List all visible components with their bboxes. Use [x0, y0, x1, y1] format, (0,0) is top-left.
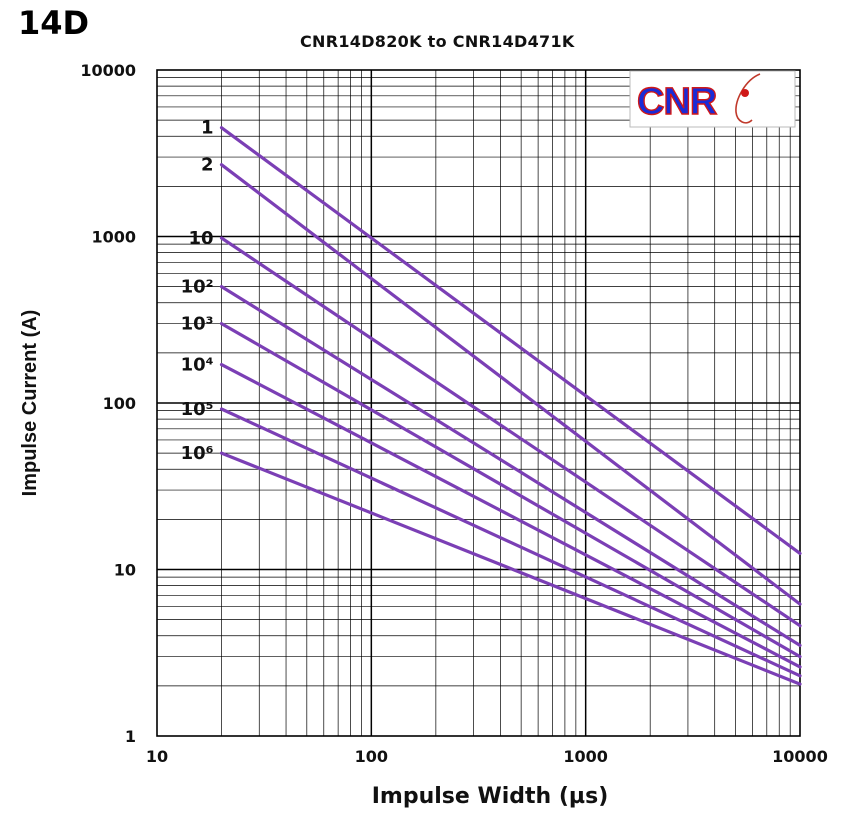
logo-dot	[741, 89, 749, 97]
chart-series	[219, 126, 802, 686]
series-label-1: 1	[201, 118, 214, 139]
y-tick-label: 1	[125, 727, 136, 746]
logo-swoosh	[735, 73, 761, 124]
x-tick-label: 1000	[563, 747, 608, 766]
series-label-6: 10⁴	[181, 355, 214, 376]
series-line-6	[219, 363, 802, 669]
x-axis-label: Impulse Width (µs)	[372, 784, 609, 809]
series-label-5: 10³	[181, 314, 214, 335]
series-label-2: 2	[201, 155, 214, 176]
chart-title: CNR14D820K to CNR14D471K	[300, 32, 575, 51]
cnr-logo: CNR	[629, 70, 796, 128]
series-line-8	[219, 451, 802, 686]
chart-tick-labels: 10 100 1000 10000 1 10 100 1000 10000	[80, 61, 828, 766]
logo-text: CNR	[637, 81, 717, 123]
x-tick-label: 10000	[772, 747, 828, 766]
chart-grid	[156, 69, 801, 737]
logo-box	[629, 70, 796, 128]
series-label-8: 10⁶	[181, 443, 214, 464]
series-label-4: 10²	[181, 277, 214, 298]
series-label-7: 10⁵	[181, 399, 214, 420]
series-label-3: 10	[188, 228, 213, 249]
series-line-3	[219, 236, 802, 628]
y-tick-label: 100	[103, 394, 136, 413]
x-tick-label: 100	[355, 747, 388, 766]
x-tick-label: 10	[146, 747, 168, 766]
series-line-7	[219, 407, 802, 678]
y-tick-label: 1000	[91, 228, 136, 247]
series-line-4	[219, 285, 802, 648]
y-tick-label: 10000	[80, 61, 136, 80]
series-tag: 14D	[18, 4, 90, 42]
y-tick-label: 10	[114, 561, 136, 580]
series-line-2	[219, 163, 802, 606]
chart-series-labels: 1 2 10 10² 10³ 10⁴ 10⁵ 10⁶	[181, 118, 214, 464]
series-line-5	[219, 322, 802, 659]
y-axis-label: Impulse Current (A)	[19, 310, 41, 497]
series-line-1	[219, 126, 802, 556]
